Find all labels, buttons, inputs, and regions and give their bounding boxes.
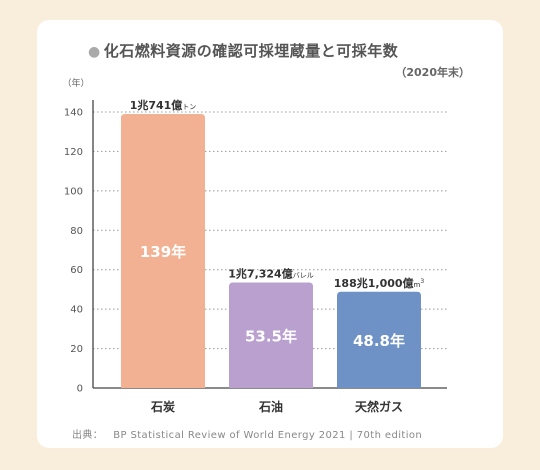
source-note: 出典： BP Statistical Review of World Energy…	[72, 426, 422, 441]
chart-subtitle: （2020年末）	[395, 66, 470, 79]
x-category-label: 天然ガス	[355, 399, 403, 414]
y-tick-label: 20	[70, 344, 83, 355]
x-category-label: 石炭	[150, 399, 175, 414]
bar-value-label: 53.5年	[245, 327, 297, 345]
source-text: BP Statistical Review of World Energy 20…	[113, 430, 423, 441]
chart-title-text: 化石燃料資源の確認可採埋蔵量と可採年数	[103, 42, 399, 60]
y-tick-label: 0	[77, 384, 83, 395]
chart-title: ● 化石燃料資源の確認可採埋蔵量と可採年数	[88, 40, 398, 61]
bar-value-label: 139年	[140, 243, 186, 261]
y-tick-label: 60	[70, 265, 83, 276]
y-tick-label: 140	[64, 108, 83, 119]
bar	[337, 291, 421, 388]
bar	[121, 113, 205, 388]
y-axis-label: （年）	[62, 77, 89, 89]
source-label: 出典：	[72, 430, 104, 441]
bullet-icon: ●	[88, 44, 101, 60]
x-category-label: 石油	[258, 399, 283, 414]
bar	[229, 282, 313, 388]
y-tick-label: 40	[70, 305, 83, 316]
reserve-label: 1兆741億トン	[130, 98, 197, 112]
y-tick-label: 80	[70, 226, 83, 237]
bar-value-label: 48.8年	[353, 332, 405, 350]
reserve-label: 1兆7,324億バレル	[228, 267, 313, 281]
reserve-label: 188兆1,000億m3	[334, 276, 425, 290]
y-tick-label: 100	[64, 186, 83, 197]
y-tick-label: 120	[64, 147, 83, 158]
